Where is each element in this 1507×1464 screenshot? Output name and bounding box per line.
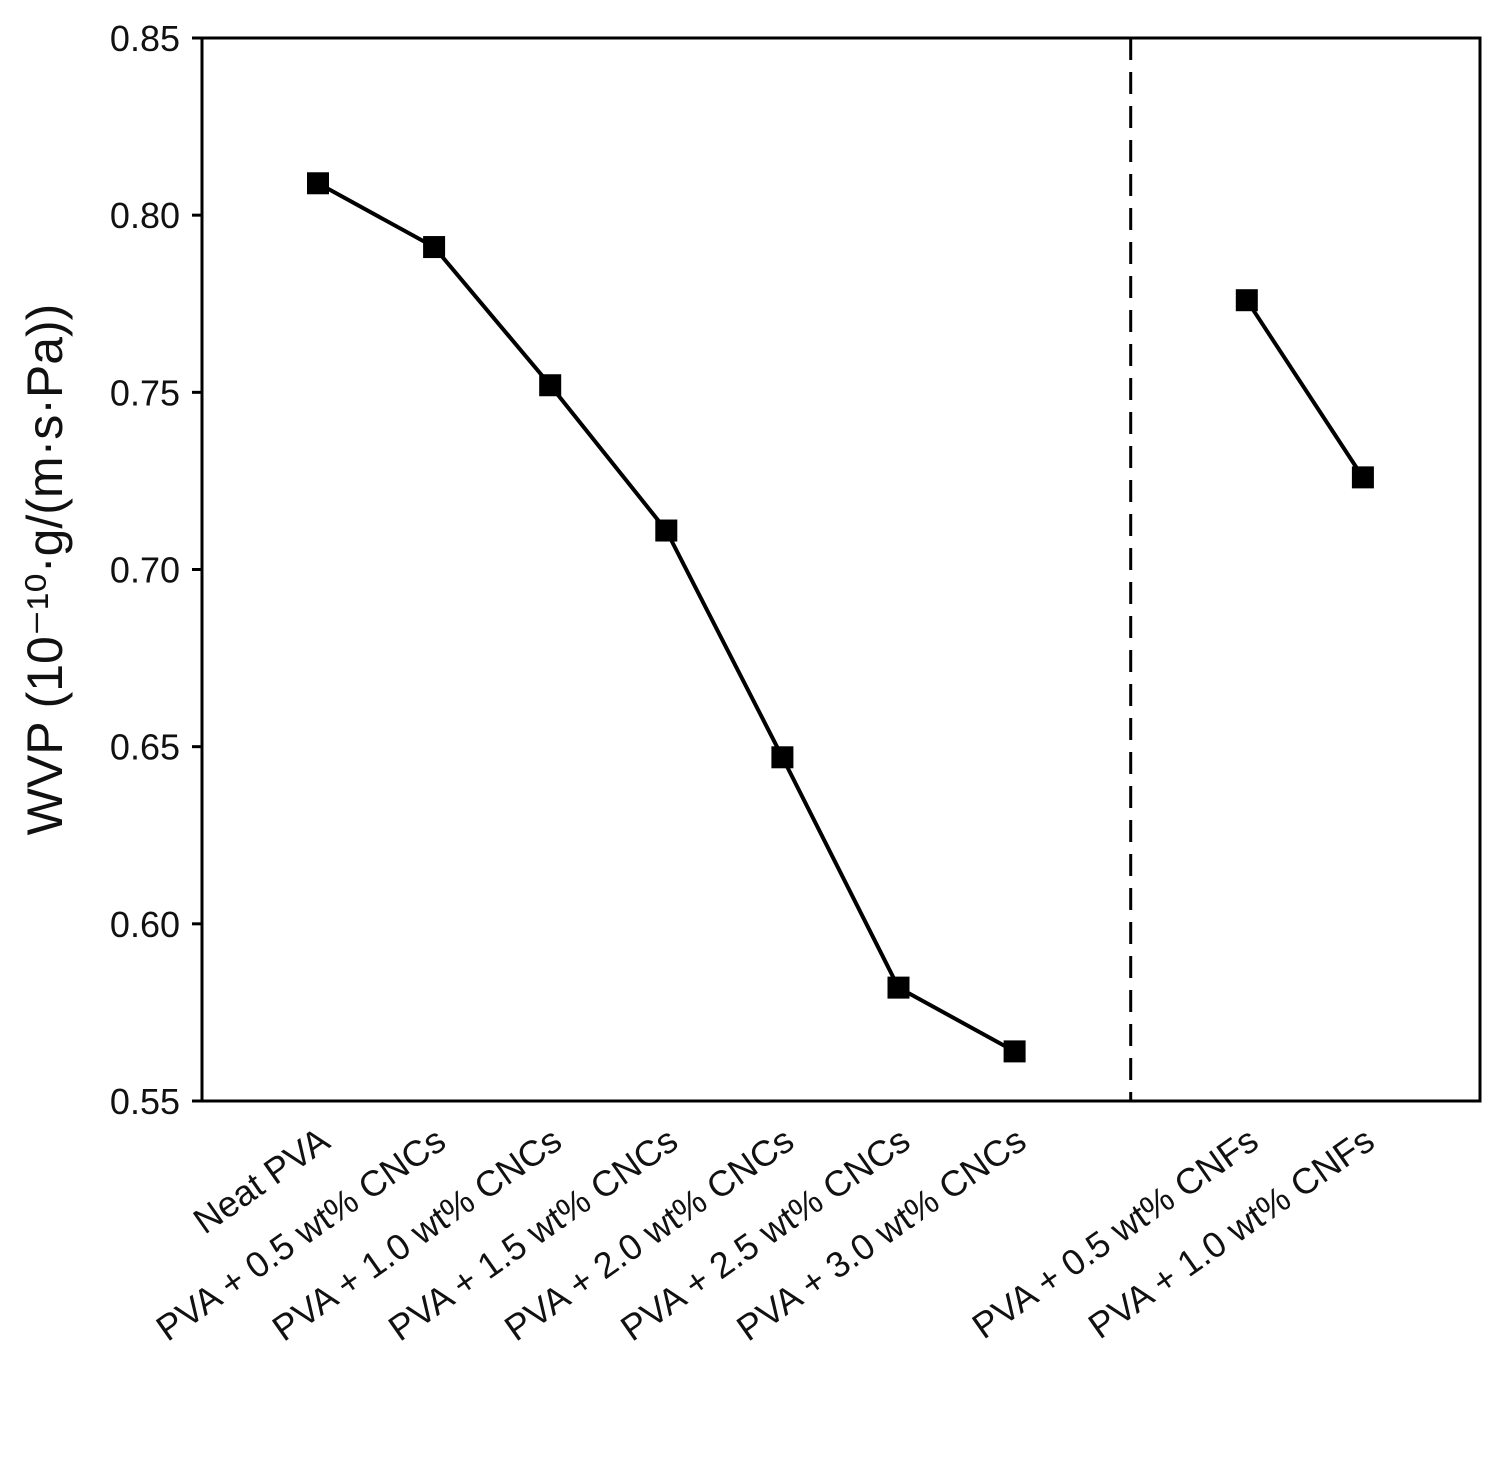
data-point-marker [307,172,329,195]
data-point-marker [655,519,678,542]
y-tick-label: 0.55 [110,1081,180,1122]
y-tick-label: 0.65 [110,727,180,768]
y-tick-label: 0.85 [110,18,180,59]
data-point-marker [887,976,910,999]
plot-frame [200,36,1482,1103]
data-point-marker [1235,289,1258,312]
y-tick-label: 0.60 [110,904,180,945]
y-axis-title: WVP (10⁻¹⁰·g/(m·s·Pa)) [17,304,73,836]
series-line [1245,299,1365,479]
y-axis-ticks: 0.55 0.60 0.65 0.70 0.75 0.80 0.85 [110,18,202,1122]
y-tick-label: 0.70 [110,550,180,591]
data-point-marker [771,746,794,769]
y-tick-label: 0.80 [110,195,180,236]
y-tick-label: 0.75 [110,372,180,413]
data-point-marker [539,374,562,397]
data-point-marker [423,236,446,259]
data-point-marker [1351,466,1374,489]
data-point-marker [1003,1040,1026,1063]
series-markers [307,172,1374,1063]
